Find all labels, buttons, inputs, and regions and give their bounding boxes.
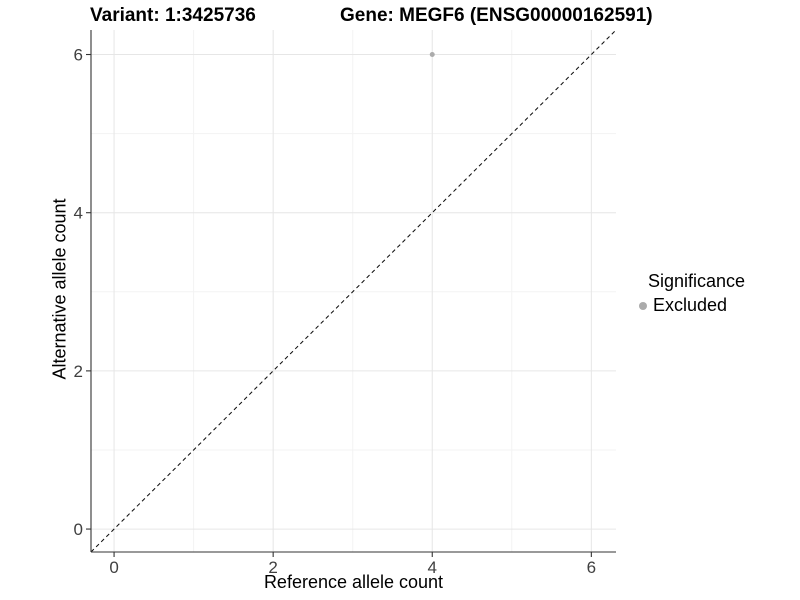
x-tick-label: 0 — [109, 558, 118, 577]
legend-key — [634, 297, 651, 314]
plot-title-variant: Variant: 1:3425736 — [90, 5, 256, 26]
legend-item-excluded: Excluded — [634, 295, 745, 316]
x-tick-label: 6 — [587, 558, 596, 577]
y-tick-label: 2 — [74, 362, 83, 381]
x-tick-label: 4 — [428, 558, 437, 577]
identity-dashed-line — [90, 29, 617, 553]
y-tick-label: 6 — [74, 46, 83, 65]
y-tick-label: 0 — [74, 520, 83, 539]
y-tick-label: 4 — [74, 204, 83, 223]
x-tick-label: 2 — [268, 558, 277, 577]
legend-item-label: Excluded — [653, 295, 728, 315]
x-axis-label: Reference allele count — [263, 572, 444, 592]
legend: Significance Excluded — [634, 271, 745, 316]
legend-point-icon — [638, 301, 647, 310]
y-axis-label: Alternative allele count — [49, 198, 70, 380]
plot-title-gene: Gene: MEGF6 (ENSG00000162591) — [340, 5, 653, 26]
data-point — [429, 52, 435, 58]
legend-title: Significance — [648, 271, 746, 291]
